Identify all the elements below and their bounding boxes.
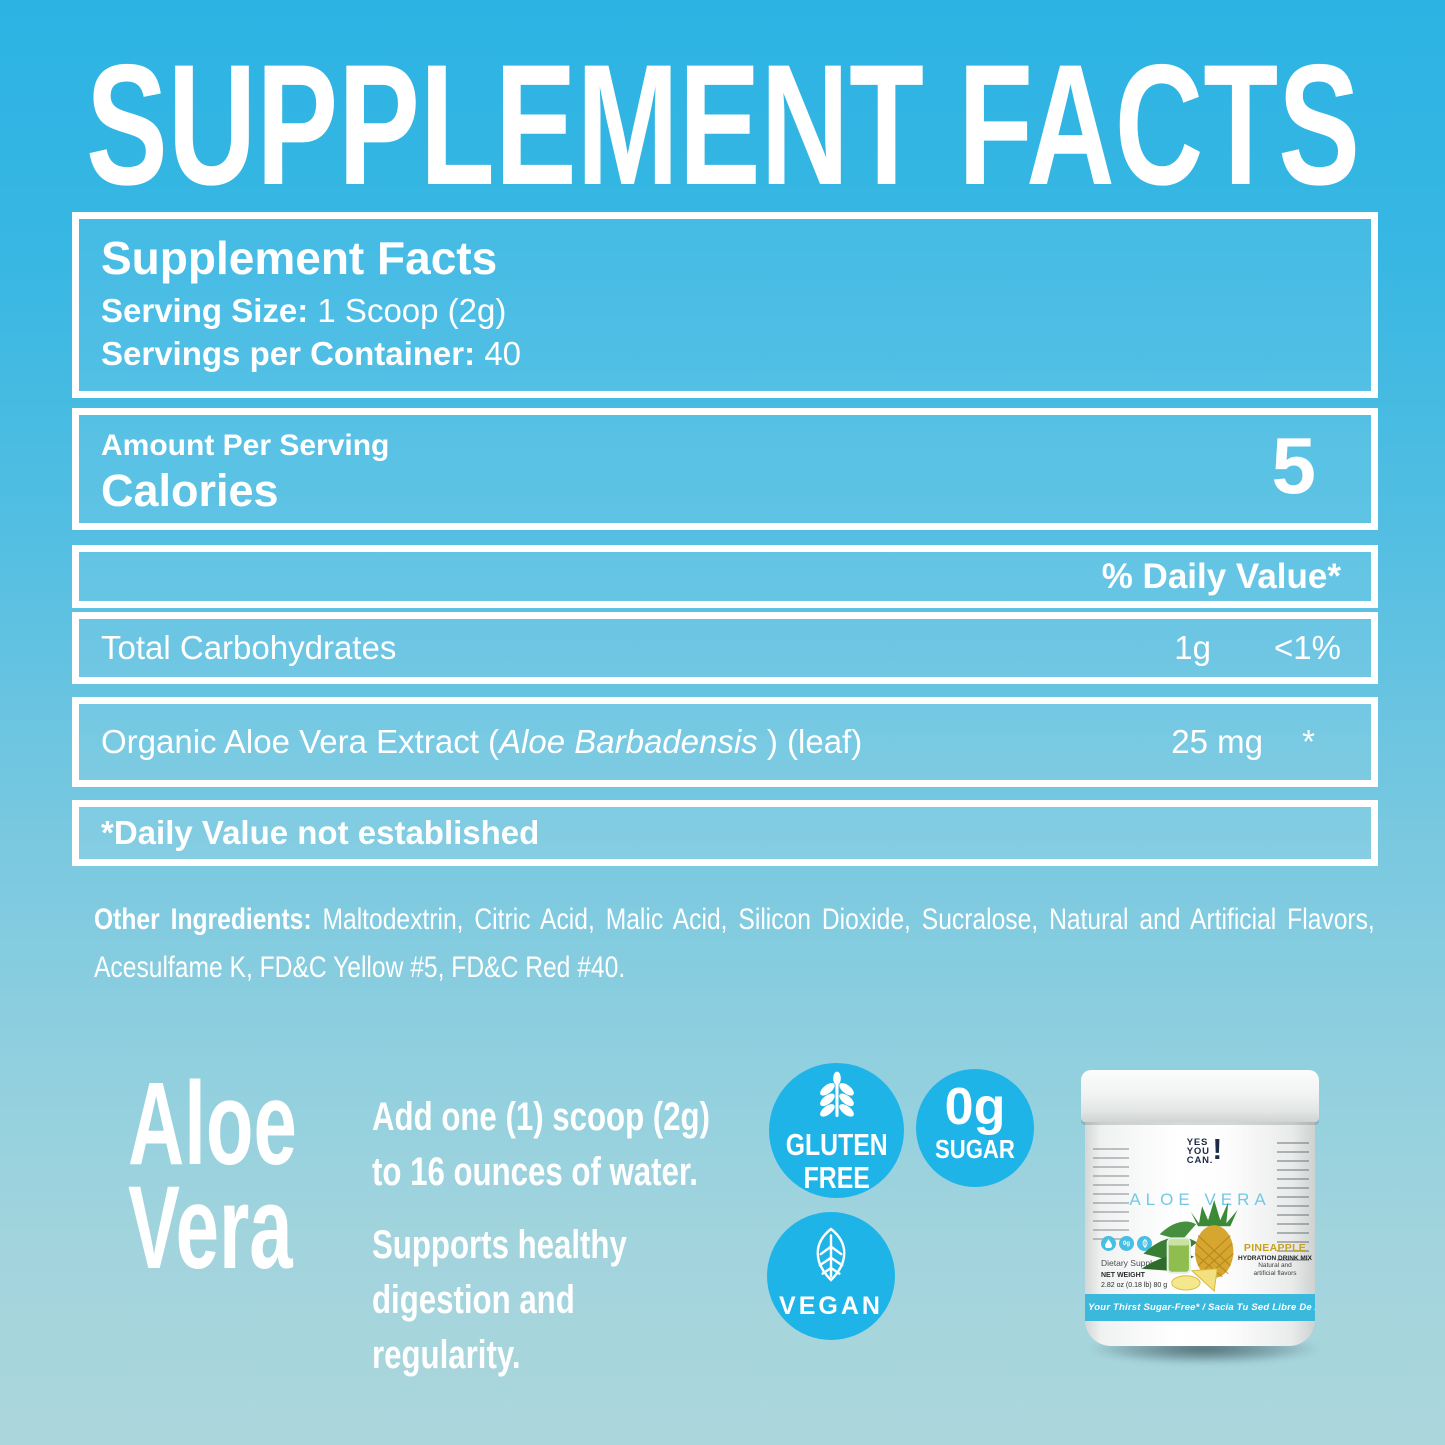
product-name: Aloe Vera bbox=[128, 1058, 297, 1294]
benefit-line2: digestion and bbox=[372, 1278, 575, 1322]
product-name-line2: Vera bbox=[128, 1162, 293, 1294]
brand-exclamation: ! bbox=[1212, 1134, 1223, 1166]
hydration-drop-icon bbox=[1101, 1236, 1116, 1251]
gluten-free-badge: GLUTEN FREE bbox=[769, 1063, 904, 1198]
calories-label: Calories bbox=[101, 465, 279, 516]
total-carbohydrates-row: Total Carbohydrates 1g <1% bbox=[72, 612, 1378, 684]
gluten-free-label: GLUTEN FREE bbox=[785, 1127, 888, 1195]
jar-net-weight-label: NET WEIGHT bbox=[1101, 1272, 1145, 1279]
aloe-daily-value: * bbox=[1302, 723, 1315, 760]
sugar-label: SUGAR bbox=[935, 1134, 1015, 1164]
wheat-icon bbox=[814, 1071, 860, 1126]
facts-heading: Supplement Facts bbox=[101, 232, 498, 284]
other-ingredients-text: Maltodextrin, Citric Acid, Malic Acid, S… bbox=[94, 903, 1375, 984]
servings-label: Servings per Container: bbox=[101, 335, 476, 372]
carbs-daily-value: <1% bbox=[1274, 629, 1341, 666]
jar-flavor-block: PINEAPPLE HYDRATION DRINK MIX Natural an… bbox=[1238, 1242, 1312, 1277]
usage-instructions: Add one (1) scoop (2g) to 16 ounces of w… bbox=[372, 1090, 710, 1200]
vegan-badge: VEGAN bbox=[767, 1212, 895, 1340]
daily-value-footnote-section: *Daily Value not established bbox=[72, 800, 1378, 866]
fine-print-right bbox=[1277, 1142, 1309, 1264]
page-title: SUPPLEMENT FACTS bbox=[86, 29, 1360, 220]
product-jar: YES YOU CAN. ! ALOE VERA 0g Dietary Supp… bbox=[1085, 1118, 1315, 1346]
carbs-amount: 1g bbox=[1174, 629, 1211, 666]
brand-logo: YES YOU CAN. ! bbox=[1186, 1134, 1223, 1166]
carbs-label: Total Carbohydrates bbox=[101, 629, 397, 666]
servings-value: 40 bbox=[484, 335, 521, 372]
other-ingredients-label: Other Ingredients: bbox=[94, 903, 312, 936]
jar-flavor-name: PINEAPPLE bbox=[1243, 1242, 1307, 1254]
mini-leaf-icon bbox=[1137, 1236, 1152, 1251]
aloe-amount: 25 mg bbox=[1171, 723, 1263, 760]
calories-value: 5 bbox=[1271, 421, 1317, 510]
benefit-text: Supports healthy digestion and regularit… bbox=[372, 1218, 627, 1383]
daily-value-header: % Daily Value* bbox=[1101, 556, 1341, 596]
sugar-grams-value: 0g bbox=[944, 1078, 1006, 1136]
calories-section: Amount Per Serving Calories 5 bbox=[72, 408, 1378, 530]
jar-dietary-supplement: Dietary Supplement bbox=[1101, 1258, 1176, 1268]
vegan-label: VEGAN bbox=[779, 1292, 883, 1320]
aloe-label: Organic Aloe Vera Extract (Aloe Barbaden… bbox=[101, 723, 863, 760]
jar-net-weight-value: 2.82 oz (0.18 lb) 80 g bbox=[1101, 1282, 1168, 1289]
amount-per-serving-label: Amount Per Serving bbox=[101, 429, 390, 462]
supplement-facts-table: Supplement Facts Serving Size: 1 Scoop (… bbox=[72, 212, 1378, 866]
fine-print-left bbox=[1093, 1148, 1129, 1240]
daily-value-footnote: *Daily Value not established bbox=[101, 814, 540, 851]
serving-size-value: 1 Scoop (2g) bbox=[317, 292, 507, 329]
usage-line2: to 16 ounces of water. bbox=[372, 1150, 698, 1194]
jar-product-name: ALOE VERA bbox=[1129, 1190, 1271, 1209]
pineapple-illustration bbox=[1141, 1198, 1253, 1299]
serving-size-label: Serving Size: bbox=[101, 292, 309, 329]
daily-value-header-section: % Daily Value* bbox=[72, 545, 1378, 608]
other-ingredients: Other Ingredients: Maltodextrin, Citric … bbox=[94, 896, 1375, 992]
usage-line1: Add one (1) scoop (2g) bbox=[372, 1095, 710, 1139]
jar-lid bbox=[1081, 1070, 1319, 1122]
zero-sugar-badge: 0g SUGAR bbox=[916, 1069, 1034, 1187]
jar-tagline-banner: Quench Your Thirst Sugar-Free* / Sacia T… bbox=[1085, 1294, 1315, 1321]
leaf-icon bbox=[805, 1226, 857, 1289]
mini-sugar-badge: 0g bbox=[1119, 1236, 1134, 1251]
servings-per-container-line: Servings per Container: 40 bbox=[101, 332, 1371, 375]
benefit-line1: Supports healthy bbox=[372, 1223, 627, 1267]
jar-tagline: Quench Your Thirst Sugar-Free* / Sacia T… bbox=[1085, 1302, 1315, 1313]
product-name-line1: Aloe bbox=[128, 1058, 297, 1190]
page-title-text: SUPPLEMENT FACTS bbox=[86, 29, 1360, 220]
facts-header-section: Supplement Facts Serving Size: 1 Scoop (… bbox=[72, 212, 1378, 398]
jar-mini-badges: 0g bbox=[1101, 1236, 1152, 1251]
jar-product-type: HYDRATION DRINK MIX bbox=[1238, 1255, 1312, 1262]
aloe-botanical-name: Aloe Barbadensis bbox=[499, 723, 758, 760]
serving-size-line: Serving Size: 1 Scoop (2g) bbox=[101, 289, 1371, 332]
benefit-line3: regularity. bbox=[372, 1333, 521, 1377]
aloe-extract-row: Organic Aloe Vera Extract (Aloe Barbaden… bbox=[72, 697, 1378, 787]
